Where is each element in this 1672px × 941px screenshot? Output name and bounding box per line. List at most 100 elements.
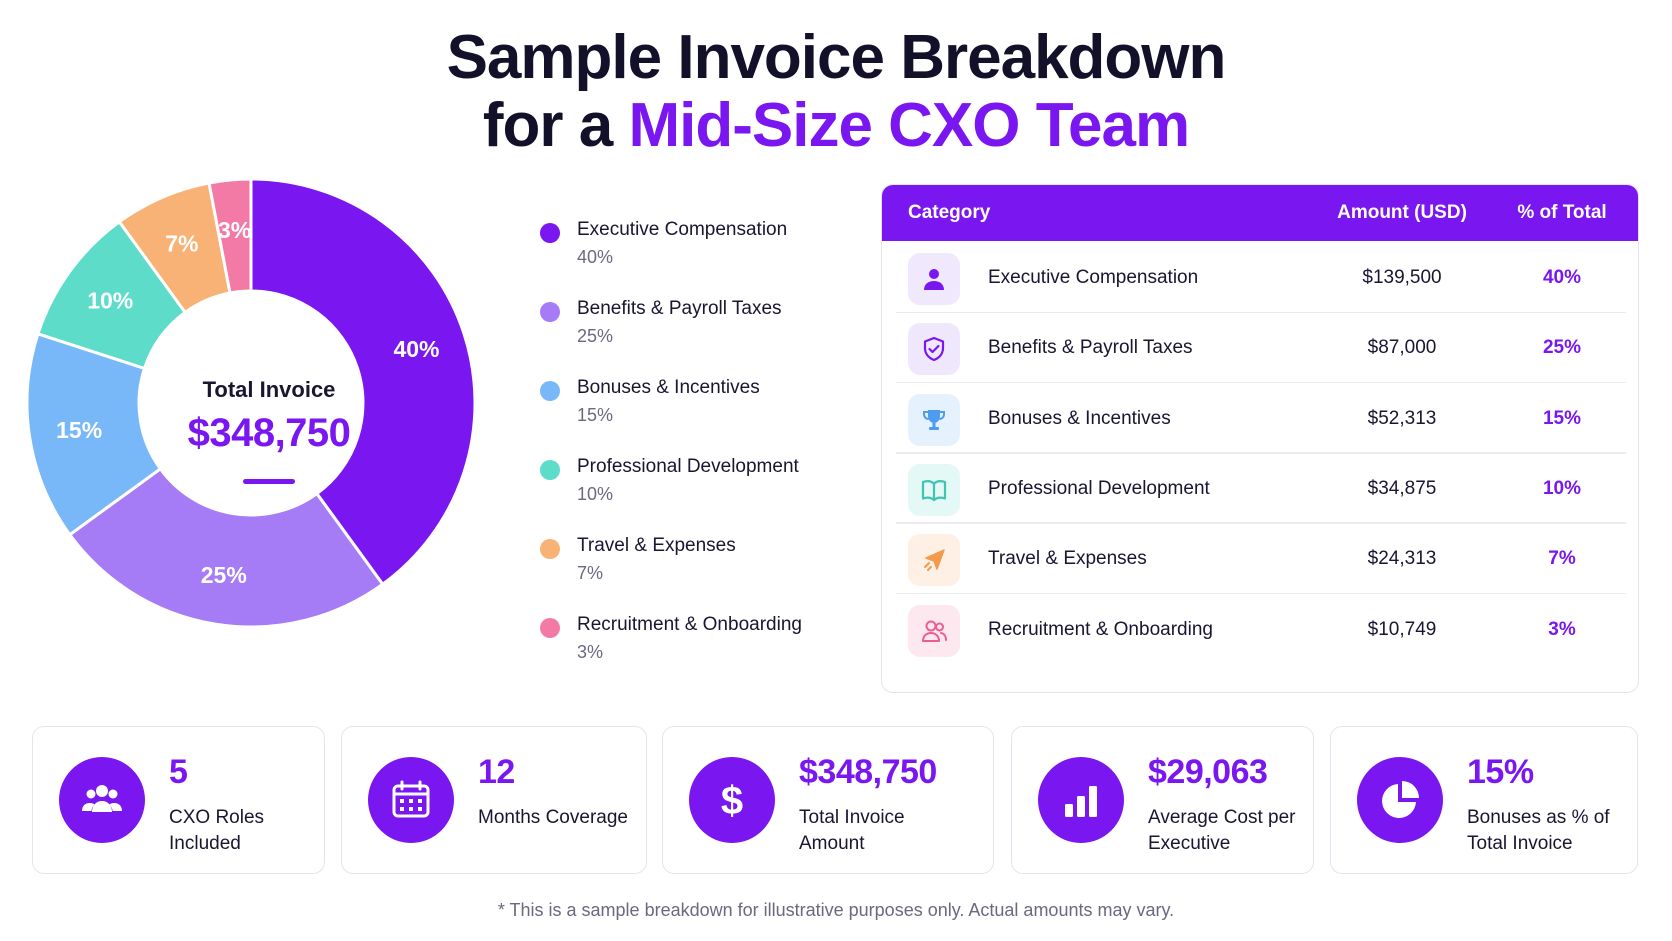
row-category: Professional Development (988, 477, 1210, 499)
title-line-2-prefix: for a (482, 91, 629, 160)
legend-label: Bonuses & Incentives (577, 377, 760, 398)
donut-center-label: Total Invoice (202, 377, 336, 402)
legend-item-executive-compensation: Executive Compensation 40% (540, 218, 870, 297)
chart-legend: Executive Compensation 40% Benefits & Payr… (540, 218, 870, 692)
legend-percent: 15% (577, 405, 614, 425)
breakdown-table: Category Amount (USD) % of Total Executi… (881, 184, 1639, 693)
donut-label-benefits-and-payroll-taxes: 25% (201, 562, 247, 588)
row-category: Benefits & Payroll Taxes (988, 337, 1193, 359)
donut-slice-executive-compensation (249, 178, 477, 587)
table-row: Travel & Expenses $24,313 7% (896, 524, 1626, 595)
legend-percent: 3% (577, 642, 604, 662)
stat-label: Total Invoice Amount (799, 807, 905, 854)
donut-svg: 40% 25% 15% 10% 7% 3% (25, 178, 477, 629)
legend-percent: 25% (577, 326, 614, 346)
row-percent: 7% (1548, 548, 1576, 570)
plane-icon (908, 534, 960, 587)
row-percent: 25% (1542, 337, 1582, 359)
footnote: * This is a sample breakdown for illustr… (497, 900, 1175, 920)
row-amount: $87,000 (1367, 337, 1437, 359)
bar-chart-icon (1038, 757, 1124, 843)
table-row: Bonuses & Incentives $52,313 15% (896, 384, 1626, 454)
legend-dot (540, 618, 560, 638)
donut-label-executive-compensation: 40% (393, 336, 439, 362)
donut-center: Total Invoice $348,750 (22, 178, 516, 678)
legend-percent: 7% (577, 563, 604, 583)
table-row: Executive Compensation $139,500 40% (896, 243, 1626, 313)
donut-center-underline (243, 479, 295, 484)
legend-label: Executive Compensation (577, 219, 788, 240)
row-percent: 15% (1542, 407, 1582, 429)
donut-label-travel-and-expenses: 7% (165, 230, 198, 256)
stat-value: $348,750 (799, 753, 937, 791)
pie-chart-icon (1357, 757, 1443, 843)
legend-dot (540, 460, 560, 480)
svg-text:$: $ (721, 779, 743, 822)
legend-item-recruitment-and-onboarding: Recruitment & Onboarding 3% (540, 613, 870, 692)
shield-check-icon (908, 323, 960, 376)
title-line-2: for a Mid-Size CXO Team (0, 92, 1672, 160)
row-divider (896, 311, 1626, 313)
legend-percent: 10% (577, 484, 614, 504)
row-divider (896, 452, 1626, 454)
legend-item-benefits-and-payroll-taxes: Benefits & Payroll Taxes 25% (540, 297, 870, 376)
row-amount: $10,749 (1367, 618, 1437, 640)
row-category: Recruitment & Onboarding (988, 618, 1213, 640)
header-category: Category (908, 202, 991, 223)
legend-dot (540, 539, 560, 559)
donut-center-value: $348,750 (187, 411, 351, 455)
stat-label: Bonuses as % of Total Invoice (1467, 807, 1610, 854)
stat-value: 15% (1467, 753, 1534, 791)
legend-label: Recruitment & Onboarding (577, 614, 802, 635)
calendar-icon (368, 757, 454, 843)
table-row: Recruitment & Onboarding $10,749 3% (896, 595, 1626, 665)
row-divider (896, 381, 1626, 384)
stat-card-total-invoice-amount: $ $348,750 Total Invoice Amount (662, 726, 994, 874)
row-category: Bonuses & Incentives (988, 407, 1171, 429)
book-icon (908, 463, 960, 516)
donut-chart: 40% 25% 15% 10% 7% 3% Total Invoice $348,750 (22, 178, 516, 678)
legend-percent: 40% (577, 247, 614, 267)
legend-dot (540, 302, 560, 322)
row-amount: $52,313 (1367, 407, 1437, 429)
stat-label: CXO Roles Included (169, 807, 265, 854)
stat-card-bonuses-as-of-total-invoice: 15% Bonuses as % of Total Invoice (1330, 726, 1638, 874)
row-amount: $34,875 (1367, 477, 1437, 499)
row-divider (896, 592, 1626, 595)
dollar-icon: $ (689, 757, 775, 843)
row-percent: 40% (1542, 267, 1582, 288)
legend-item-travel-and-expenses: Travel & Expenses 7% (540, 534, 870, 613)
row-category: Executive Compensation (988, 267, 1199, 288)
group-icon (59, 757, 145, 843)
stat-card-cxo-roles-included: 5 CXO Roles Included (32, 726, 325, 874)
stat-card-average-cost-per-executive: $29,063 Average Cost per Executive (1011, 726, 1314, 874)
legend-dot (540, 381, 560, 401)
user-icon (908, 253, 960, 305)
row-amount: $24,313 (1367, 548, 1437, 570)
donut-slice-recruitment-and-onboarding (207, 178, 253, 295)
stat-value: 5 (169, 753, 188, 791)
stat-label: Average Cost per Executive (1148, 807, 1296, 854)
header-amount: Amount (USD) (1337, 202, 1467, 223)
row-amount: $139,500 (1362, 267, 1442, 288)
row-percent: 10% (1542, 477, 1582, 499)
legend-label: Professional Development (577, 456, 799, 477)
table-row: Professional Development $34,875 10% (896, 454, 1626, 524)
users-icon (908, 604, 960, 657)
legend-dot (540, 223, 560, 243)
legend-item-professional-development: Professional Development 10% (540, 455, 870, 534)
legend-item-bonuses-and-incentives: Bonuses & Incentives 15% (540, 376, 870, 455)
row-percent: 3% (1548, 618, 1576, 640)
page-title: Sample Invoice Breakdown for a Mid-Size … (0, 24, 1672, 160)
stat-card-months-coverage: 12 Months Coverage (341, 726, 647, 874)
donut-slice-benefits-and-payroll-taxes (67, 466, 385, 629)
donut-label-recruitment-and-onboarding: 3% (218, 217, 251, 243)
donut-label-bonuses-and-incentives: 15% (56, 417, 102, 443)
row-category: Travel & Expenses (988, 548, 1147, 570)
table-row: Benefits & Payroll Taxes $87,000 25% (896, 313, 1626, 384)
legend-label: Benefits & Payroll Taxes (577, 298, 782, 319)
donut-slice-bonuses-and-incentives (25, 331, 163, 537)
stat-label: Months Coverage (478, 807, 628, 828)
title-line-1: Sample Invoice Breakdown (446, 23, 1227, 92)
stat-value: $29,063 (1148, 753, 1268, 791)
